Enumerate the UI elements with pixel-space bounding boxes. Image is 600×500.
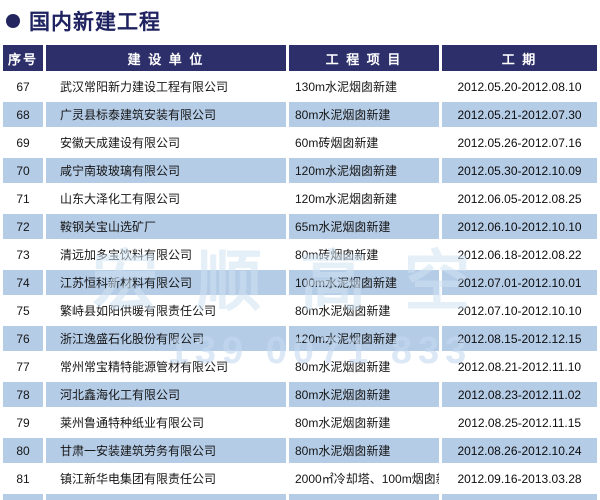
row-no: 80 xyxy=(3,438,43,463)
row-no: 81 xyxy=(3,466,43,491)
table-row: 77 常州常宝精特能源管材有限公司 80m水泥烟囱新建 2012.08.21-2012… xyxy=(3,354,597,379)
row-period: 2012.08.23-2012.11.02 xyxy=(442,382,597,407)
row-company: 山东大泽化工有限公司 xyxy=(46,186,286,211)
row-company: 甘肃一安装建筑劳务有限公司 xyxy=(46,438,286,463)
section-title-bar: 国内新建工程 xyxy=(0,0,600,42)
row-project: 100m水泥烟囱新建 xyxy=(289,270,439,295)
table-row: 76 浙江逸盛石化股份有限公司 120m水泥烟囱新建 2012.08.15-2012.… xyxy=(3,326,597,351)
row-no: 74 xyxy=(3,270,43,295)
row-no: 79 xyxy=(3,410,43,435)
row-project: 120m水泥烟囱新建 xyxy=(289,186,439,211)
table-row: 80 甘肃一安装建筑劳务有限公司 80m水泥烟囱新建 2012.08.26-2012.… xyxy=(3,438,597,463)
column-header-company: 建 设 单 位 xyxy=(46,45,286,71)
row-no: 68 xyxy=(3,102,43,127)
row-period: 2012.08.25-2012.11.15 xyxy=(442,410,597,435)
row-project: 2000㎡冷却塔、100m烟囱新建 xyxy=(289,466,439,491)
row-company: 繁峙县如阳供暖有限责任公司 xyxy=(46,298,286,323)
table-row: 72 鞍钢关宝山选矿厂 65m水泥烟囱新建 2012.06.10-2012.10.10 xyxy=(3,214,597,239)
empty-cell xyxy=(442,494,597,500)
table-row: 75 繁峙县如阳供暖有限责任公司 80m水泥烟囱新建 2012.07.10-2012.… xyxy=(3,298,597,323)
row-company: 鞍钢关宝山选矿厂 xyxy=(46,214,286,239)
row-project: 80m水泥烟囱新建 xyxy=(289,102,439,127)
empty-cell xyxy=(3,494,43,500)
row-no: 77 xyxy=(3,354,43,379)
row-project: 65m水泥烟囱新建 xyxy=(289,214,439,239)
empty-cell xyxy=(289,494,439,500)
column-header-no: 序号 xyxy=(3,45,43,71)
column-header-project: 工 程 项 目 xyxy=(289,45,439,71)
row-company: 咸宁南玻玻璃有限公司 xyxy=(46,158,286,183)
row-period: 2012.08.21-2012.11.10 xyxy=(442,354,597,379)
table-row: 74 江苏恒科新材料有限公司 100m水泥烟囱新建 2012.07.01-2012.1… xyxy=(3,270,597,295)
table-row: 71 山东大泽化工有限公司 120m水泥烟囱新建 2012.06.05-2012.08… xyxy=(3,186,597,211)
row-project: 120m水泥烟囱新建 xyxy=(289,158,439,183)
table-row: 69 安徽天成建设有限公司 60m砖烟囱新建 2012.05.26-2012.07.1… xyxy=(3,130,597,155)
row-project: 80m砖烟囱新建 xyxy=(289,242,439,267)
row-no: 76 xyxy=(3,326,43,351)
row-no: 70 xyxy=(3,158,43,183)
row-period: 2012.08.15-2012.12.15 xyxy=(442,326,597,351)
column-header-period: 工 期 xyxy=(442,45,597,71)
row-project: 80m水泥烟囱新建 xyxy=(289,438,439,463)
table-row: 81镇江新华电集团有限责任公司2000㎡冷却塔、100m烟囱新建2012.09.… xyxy=(3,466,597,491)
empty-cell xyxy=(46,494,286,500)
row-company: 河北鑫海化工有限公司 xyxy=(46,382,286,407)
table-row: 79 莱州鲁通特种纸业有限公司 80m水泥烟囱新建 2012.08.25-2012.1… xyxy=(3,410,597,435)
row-period: 2012.05.30-2012.10.09 xyxy=(442,158,597,183)
row-project: 80m水泥烟囱新建 xyxy=(289,410,439,435)
bullet-icon xyxy=(6,14,20,28)
row-company: 浙江逸盛石化股份有限公司 xyxy=(46,326,286,351)
row-project: 80m水泥烟囱新建 xyxy=(289,354,439,379)
row-no: 75 xyxy=(3,298,43,323)
row-period: 2012.06.10-2012.10.10 xyxy=(442,214,597,239)
row-period: 2012.07.10-2012.10.10 xyxy=(442,298,597,323)
row-period: 2012.05.21-2012.07.30 xyxy=(442,102,597,127)
table-row: 73 清远加多宝饮料有限公司 80m砖烟囱新建 2012.06.18-2012.08.… xyxy=(3,242,597,267)
row-company: 安徽天成建设有限公司 xyxy=(46,130,286,155)
row-project: 130m水泥烟囱新建 xyxy=(289,74,439,99)
row-period: 2012.08.26-2012.10.24 xyxy=(442,438,597,463)
row-no: 71 xyxy=(3,186,43,211)
row-company: 镇江新华电集团有限责任公司 xyxy=(46,466,286,491)
row-company: 莱州鲁通特种纸业有限公司 xyxy=(46,410,286,435)
row-period: 2012.05.20-2012.08.10 xyxy=(442,74,597,99)
row-no: 67 xyxy=(3,74,43,99)
row-company: 江苏恒科新材料有限公司 xyxy=(46,270,286,295)
row-company: 武汉常阳新力建设工程有限公司 xyxy=(46,74,286,99)
row-project: 60m砖烟囱新建 xyxy=(289,130,439,155)
table-row: 68 广灵县标泰建筑安装有限公司 80m水泥烟囱新建 2012.05.21-2012.… xyxy=(3,102,597,127)
row-company: 常州常宝精特能源管材有限公司 xyxy=(46,354,286,379)
row-period: 2012.05.26-2012.07.16 xyxy=(442,130,597,155)
projects-table: 序号 建 设 单 位 工 程 项 目 工 期 67 武汉常阳新力建设工程有限公司 1… xyxy=(0,42,600,500)
table-row-partial xyxy=(3,494,597,500)
row-company: 清远加多宝饮料有限公司 xyxy=(46,242,286,267)
row-no: 69 xyxy=(3,130,43,155)
row-project: 80m水泥烟囱新建 xyxy=(289,382,439,407)
page-title: 国内新建工程 xyxy=(29,11,161,34)
row-period: 2012.09.16-2013.03.28 xyxy=(442,466,597,491)
row-no: 73 xyxy=(3,242,43,267)
table-row: 67 武汉常阳新力建设工程有限公司 130m水泥烟囱新建 2012.05.20-201… xyxy=(3,74,597,99)
table-header-row: 序号 建 设 单 位 工 程 项 目 工 期 xyxy=(3,45,597,71)
row-period: 2012.06.18-2012.08.22 xyxy=(442,242,597,267)
row-period: 2012.07.01-2012.10.01 xyxy=(442,270,597,295)
row-project: 120m水泥烟囱新建 xyxy=(289,326,439,351)
table-row: 70 咸宁南玻玻璃有限公司 120m水泥烟囱新建 2012.05.30-2012.10… xyxy=(3,158,597,183)
row-company: 广灵县标泰建筑安装有限公司 xyxy=(46,102,286,127)
row-period: 2012.06.05-2012.08.25 xyxy=(442,186,597,211)
row-no: 72 xyxy=(3,214,43,239)
row-project: 80m水泥烟囱新建 xyxy=(289,298,439,323)
table-row: 78 河北鑫海化工有限公司 80m水泥烟囱新建 2012.08.23-2012.11.… xyxy=(3,382,597,407)
row-no: 78 xyxy=(3,382,43,407)
